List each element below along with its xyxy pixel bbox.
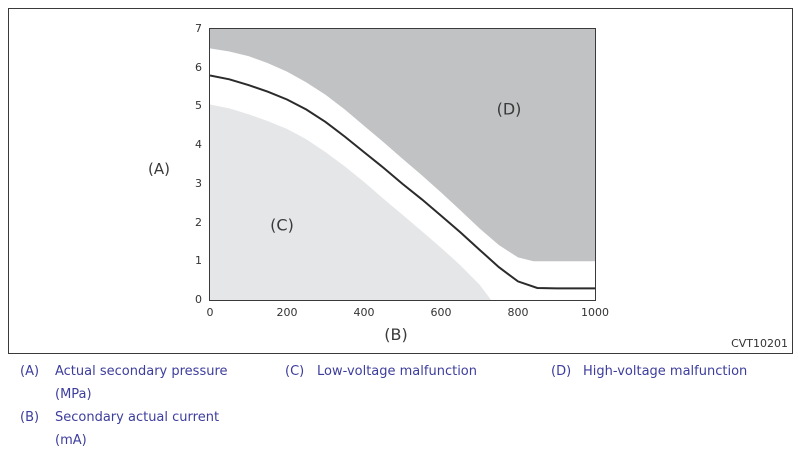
legend-key-b: (B) xyxy=(20,410,40,425)
region-c-area xyxy=(210,104,492,300)
x-tick-label: 0 xyxy=(206,306,214,319)
legend-key-a: (A) xyxy=(20,364,40,379)
y-tick-label: 5 xyxy=(195,99,202,113)
region-d-label: (D) xyxy=(496,99,522,119)
region-c-label: (C) xyxy=(270,215,294,235)
figure-code: CVT10201 xyxy=(731,337,788,350)
y-axis-label: (A) xyxy=(148,160,170,178)
pressure-current-curve xyxy=(210,74,595,290)
y-tick-label: 3 xyxy=(195,176,202,190)
x-tick-label: 600 xyxy=(430,306,452,319)
y-tick-label: 1 xyxy=(195,254,202,268)
y-tick-label: 7 xyxy=(195,22,202,35)
x-tick-label: 200 xyxy=(276,306,298,319)
region-d-area xyxy=(210,29,595,262)
legend-text-a-unit: (MPa) xyxy=(55,387,92,402)
legend-text-b: Secondary actual current xyxy=(55,410,220,425)
x-tick-label: 1000 xyxy=(581,306,609,319)
legend-key-c: (C) xyxy=(285,364,305,379)
legend-text-d: High-voltage malfunction xyxy=(583,364,748,379)
x-axis-label: (B) xyxy=(384,325,408,344)
legend-text-a: Actual secondary pressure xyxy=(55,364,228,379)
figure-box: (A) (B) 0 1 2 3 4 5 6 7 0 200 400 600 800 1000 (C) (… xyxy=(8,8,793,354)
malfunction-region-chart xyxy=(210,29,595,300)
y-tick-label: 4 xyxy=(195,138,202,152)
x-tick-label: 400 xyxy=(353,306,375,319)
x-tick-label: 800 xyxy=(507,306,529,319)
y-tick-label: 2 xyxy=(195,215,202,229)
legend-text-c: Low-voltage malfunction xyxy=(317,364,477,379)
y-tick-label: 6 xyxy=(195,60,202,74)
plot-area: (C) (D) xyxy=(209,28,596,301)
legend-text-b-unit: (mA) xyxy=(55,433,87,448)
legend-key-d: (D) xyxy=(551,364,572,379)
y-tick-label: 0 xyxy=(195,293,202,306)
